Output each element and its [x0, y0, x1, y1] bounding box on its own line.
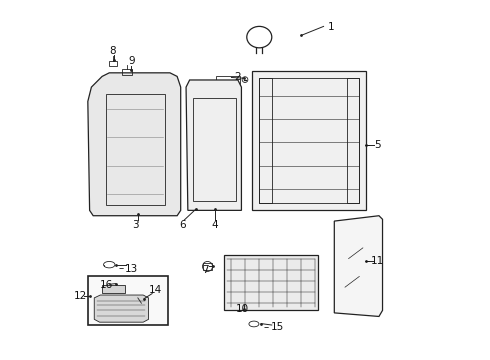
- Text: 8: 8: [109, 46, 116, 56]
- Text: 6: 6: [179, 220, 186, 230]
- Bar: [193, 98, 236, 202]
- Text: 7: 7: [202, 265, 208, 275]
- Polygon shape: [94, 295, 148, 322]
- Text: 4: 4: [211, 220, 218, 230]
- Bar: [122, 69, 132, 75]
- Bar: [88, 276, 168, 325]
- Text: 14: 14: [148, 285, 162, 295]
- Polygon shape: [334, 216, 383, 316]
- Text: –: –: [264, 322, 269, 332]
- Polygon shape: [88, 73, 181, 216]
- Text: –: –: [118, 264, 123, 274]
- Text: 9: 9: [128, 56, 135, 66]
- Bar: [252, 71, 367, 210]
- Polygon shape: [186, 80, 242, 210]
- Bar: [102, 285, 125, 293]
- Text: 2: 2: [235, 72, 241, 82]
- Bar: [106, 94, 165, 205]
- Bar: [109, 61, 118, 66]
- Text: 3: 3: [132, 220, 139, 230]
- Bar: [259, 78, 272, 203]
- Bar: [217, 76, 240, 84]
- Text: 12: 12: [74, 291, 87, 301]
- Text: –: –: [365, 256, 370, 266]
- Bar: [203, 263, 212, 270]
- Text: 13: 13: [125, 264, 138, 274]
- Bar: [223, 255, 318, 310]
- Text: 15: 15: [270, 322, 284, 332]
- Bar: [259, 78, 359, 203]
- Text: 10: 10: [236, 304, 249, 314]
- Text: 16: 16: [100, 280, 113, 291]
- Text: 5: 5: [374, 140, 381, 150]
- Bar: [347, 78, 359, 203]
- Text: 11: 11: [371, 256, 385, 266]
- Text: –: –: [365, 140, 370, 150]
- Text: 1: 1: [327, 22, 334, 32]
